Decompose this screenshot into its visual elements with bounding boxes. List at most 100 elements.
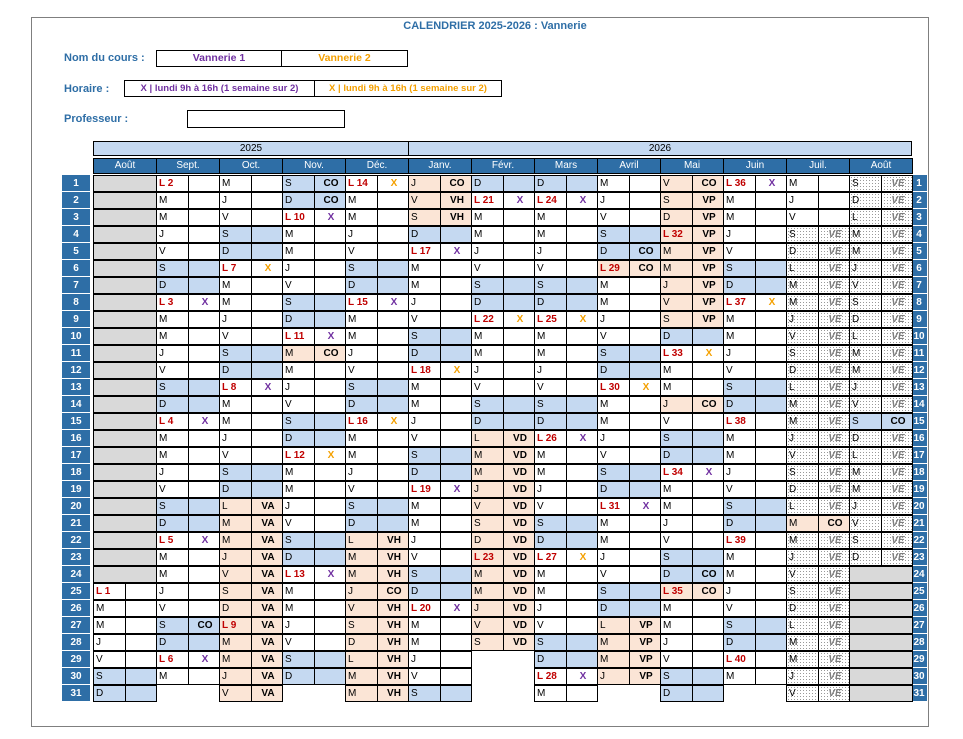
calendar-cell[interactable]: J VE	[786, 430, 850, 447]
calendar-cell[interactable]: L 12 X	[282, 447, 346, 464]
calendar-cell[interactable]: D	[408, 226, 472, 243]
calendar-cell[interactable]: L 21 X	[471, 192, 535, 209]
calendar-cell[interactable]: D	[534, 413, 598, 430]
calendar-cell[interactable]: M VP	[597, 634, 661, 651]
calendar-cell[interactable]: J	[786, 192, 850, 209]
calendar-cell[interactable]: D	[345, 396, 409, 413]
calendar-cell[interactable]: J	[597, 549, 661, 566]
calendar-cell[interactable]: L 23 VD	[471, 549, 535, 566]
calendar-cell[interactable]: D	[660, 447, 724, 464]
calendar-cell[interactable]: M	[471, 328, 535, 345]
calendar-cell[interactable]: M	[597, 277, 661, 294]
calendar-cell[interactable]: M VE	[849, 243, 913, 260]
calendar-cell[interactable]: M	[723, 430, 787, 447]
calendar-cell[interactable]: J	[156, 583, 220, 600]
calendar-cell[interactable]: M	[723, 311, 787, 328]
calendar-cell[interactable]: S VH	[345, 617, 409, 634]
calendar-cell[interactable]: V	[219, 447, 283, 464]
calendar-cell[interactable]: D VP	[660, 209, 724, 226]
calendar-cell[interactable]: M	[660, 362, 724, 379]
calendar-cell[interactable]: M VE	[849, 362, 913, 379]
calendar-cell[interactable]: S	[219, 226, 283, 243]
calendar-cell[interactable]: D	[282, 668, 346, 685]
calendar-cell[interactable]: J	[219, 311, 283, 328]
calendar-cell[interactable]: D	[408, 464, 472, 481]
calendar-cell[interactable]: J	[471, 362, 535, 379]
calendar-cell[interactable]: V	[408, 668, 472, 685]
calendar-cell[interactable]: M	[156, 668, 220, 685]
calendar-cell[interactable]: L VE	[849, 328, 913, 345]
calendar-cell[interactable]: M	[219, 396, 283, 413]
calendar-cell[interactable]: M VE	[849, 345, 913, 362]
calendar-cell[interactable]: M VA	[219, 532, 283, 549]
calendar-cell[interactable]: L 27 X	[534, 549, 598, 566]
calendar-cell[interactable]: S	[597, 583, 661, 600]
calendar-cell[interactable]: L 8 X	[219, 379, 283, 396]
calendar-cell[interactable]: L 9 VA	[219, 617, 283, 634]
calendar-cell[interactable]: S	[219, 464, 283, 481]
calendar-cell[interactable]: M	[345, 311, 409, 328]
calendar-cell[interactable]: V	[660, 532, 724, 549]
calendar-cell[interactable]: V	[345, 362, 409, 379]
calendar-cell[interactable]: V	[597, 566, 661, 583]
calendar-cell[interactable]: M	[597, 532, 661, 549]
calendar-cell[interactable]: J	[282, 617, 346, 634]
calendar-cell[interactable]: L VH	[345, 651, 409, 668]
calendar-cell[interactable]: M VE	[786, 277, 850, 294]
calendar-cell[interactable]: D	[156, 277, 220, 294]
calendar-cell[interactable]: M	[597, 396, 661, 413]
calendar-cell[interactable]: D	[534, 532, 598, 549]
calendar-cell[interactable]: M	[534, 447, 598, 464]
calendar-cell[interactable]: D	[219, 481, 283, 498]
calendar-cell[interactable]: D CO	[660, 566, 724, 583]
calendar-cell[interactable]: V VH	[408, 192, 472, 209]
calendar-cell[interactable]: M	[660, 600, 724, 617]
calendar-cell[interactable]: M	[723, 549, 787, 566]
calendar-cell[interactable]: S	[723, 260, 787, 277]
calendar-cell[interactable]: L 35 CO	[660, 583, 724, 600]
calendar-cell[interactable]: M	[345, 430, 409, 447]
calendar-cell[interactable]: S	[345, 260, 409, 277]
calendar-cell[interactable]: J	[156, 464, 220, 481]
calendar-cell[interactable]: M	[156, 192, 220, 209]
calendar-cell[interactable]: S VD	[471, 515, 535, 532]
calendar-cell[interactable]: M VP	[660, 260, 724, 277]
calendar-cell[interactable]: M	[597, 294, 661, 311]
calendar-cell[interactable]: J	[408, 413, 472, 430]
calendar-cell[interactable]: J VE	[786, 668, 850, 685]
calendar-cell[interactable]: M VD	[471, 566, 535, 583]
calendar-cell[interactable]: S	[282, 532, 346, 549]
calendar-cell[interactable]: S CO	[282, 175, 346, 192]
calendar-cell[interactable]: J VD	[471, 481, 535, 498]
calendar-cell[interactable]: L 39	[723, 532, 787, 549]
calendar-cell[interactable]: M VP	[597, 651, 661, 668]
calendar-cell[interactable]: V	[282, 277, 346, 294]
calendar-cell[interactable]: L 16 X	[345, 413, 409, 430]
course-1-name[interactable]: Vannerie 1	[156, 50, 282, 67]
calendar-cell[interactable]: V	[723, 600, 787, 617]
calendar-cell[interactable]: M	[282, 226, 346, 243]
calendar-cell[interactable]: L 6 X	[156, 651, 220, 668]
calendar-cell[interactable]: V	[534, 379, 598, 396]
calendar-cell[interactable]: M VE	[786, 294, 850, 311]
calendar-cell[interactable]: M VH	[345, 685, 409, 702]
calendar-cell[interactable]: M	[723, 209, 787, 226]
calendar-cell[interactable]: S VP	[660, 192, 724, 209]
calendar-cell[interactable]: D VE	[849, 430, 913, 447]
calendar-cell[interactable]: M	[345, 209, 409, 226]
calendar-cell[interactable]: D VE	[849, 549, 913, 566]
calendar-cell[interactable]: S	[408, 566, 472, 583]
calendar-cell[interactable]: D	[597, 600, 661, 617]
calendar-cell[interactable]: V VE	[849, 396, 913, 413]
calendar-cell[interactable]: V	[534, 260, 598, 277]
calendar-cell[interactable]: J	[93, 634, 157, 651]
calendar-cell[interactable]: D VE	[786, 481, 850, 498]
calendar-cell[interactable]: V	[282, 396, 346, 413]
calendar-cell[interactable]: D VE	[786, 600, 850, 617]
calendar-cell[interactable]: J	[219, 192, 283, 209]
calendar-cell[interactable]: D	[282, 311, 346, 328]
calendar-cell[interactable]: L 22 X	[471, 311, 535, 328]
calendar-cell[interactable]: M	[345, 447, 409, 464]
calendar-cell[interactable]: M VP	[660, 243, 724, 260]
calendar-cell[interactable]: V VH	[345, 600, 409, 617]
